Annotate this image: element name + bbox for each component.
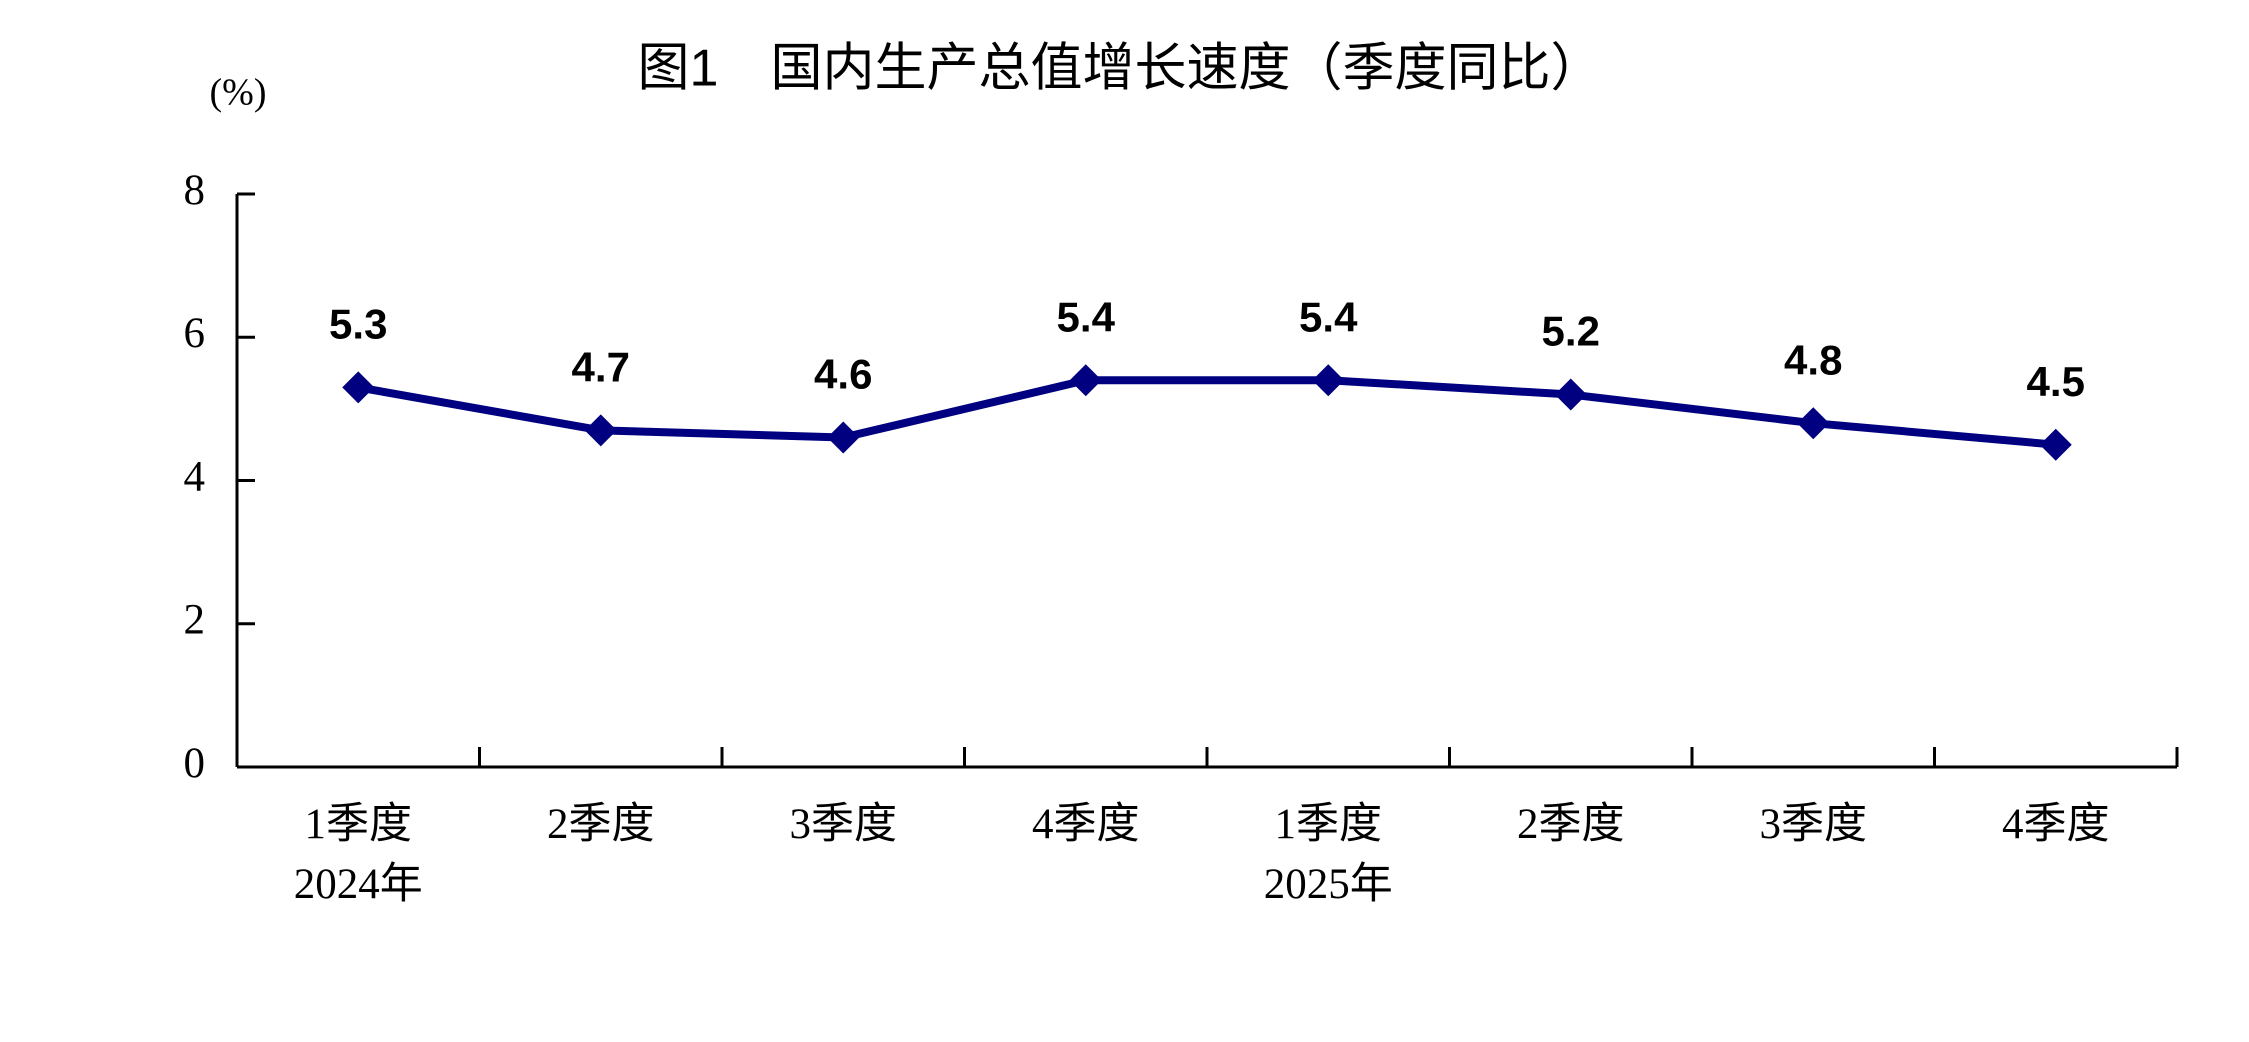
x-tick-label: 4季度 — [2002, 801, 2110, 848]
data-label: 5.3 — [329, 300, 387, 347]
x-group-label: 2024年 — [294, 861, 423, 908]
data-label: 4.8 — [1784, 336, 1842, 383]
marker — [1797, 407, 1830, 440]
data-label: 5.2 — [1542, 308, 1600, 355]
data-label: 5.4 — [1299, 293, 1358, 340]
y-axis-unit: (%) — [210, 72, 267, 114]
y-tick-label: 6 — [184, 310, 206, 357]
x-tick-label: 4季度 — [1032, 801, 1140, 848]
marker — [827, 421, 860, 454]
marker — [2039, 428, 2072, 461]
x-tick-label: 3季度 — [790, 801, 898, 848]
marker — [584, 414, 617, 447]
marker — [1312, 364, 1345, 397]
y-tick-label: 4 — [184, 453, 206, 500]
x-tick-label: 1季度 — [305, 801, 413, 848]
x-tick-label: 2季度 — [547, 801, 655, 848]
y-tick-label: 2 — [184, 597, 206, 644]
line-series — [357, 376, 2057, 449]
y-tick-label: 0 — [184, 740, 206, 787]
x-tick-label: 3季度 — [1760, 801, 1868, 848]
x-tick-label: 1季度 — [1275, 801, 1383, 848]
x-tick-label: 2季度 — [1517, 801, 1625, 848]
data-label: 5.4 — [1057, 293, 1116, 340]
marker — [1069, 364, 1102, 397]
chart-title: 图1 国内生产总值增长速度（季度同比） — [638, 40, 1603, 98]
y-tick-label: 8 — [184, 167, 206, 214]
data-label: 4.7 — [572, 343, 630, 390]
x-group-label: 2025年 — [1264, 861, 1393, 908]
data-label: 4.6 — [814, 351, 872, 398]
marker — [1554, 378, 1587, 411]
data-label: 4.5 — [2027, 358, 2085, 405]
marker — [342, 371, 375, 404]
